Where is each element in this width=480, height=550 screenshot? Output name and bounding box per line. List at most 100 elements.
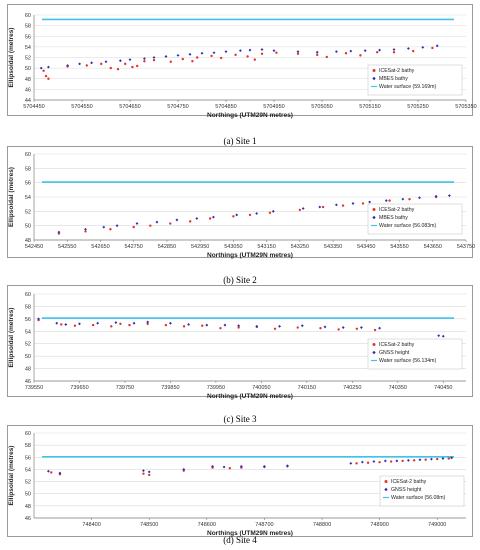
x-tick-label: 543050 xyxy=(224,244,242,250)
x-tick-label: 5704650 xyxy=(119,104,140,110)
y-tick-label: 50 xyxy=(25,224,31,230)
reference-point xyxy=(255,324,259,328)
y-tick-label: 50 xyxy=(25,66,31,72)
y-tick-label: 58 xyxy=(25,24,31,30)
icesat-point xyxy=(341,204,345,207)
reference-point xyxy=(363,49,367,52)
icesat-point xyxy=(388,199,391,202)
reference-point xyxy=(378,48,381,52)
reference-point xyxy=(114,321,118,324)
reference-point xyxy=(392,48,396,51)
icesat-point xyxy=(128,323,131,327)
icesat-point xyxy=(181,57,184,61)
legend-marker-reference xyxy=(372,215,376,220)
reference-point xyxy=(401,197,405,201)
icesat-point xyxy=(298,208,302,212)
icesat-point xyxy=(169,222,172,225)
x-tick-label: 5704550 xyxy=(71,104,92,110)
legend-label: MBES bathy xyxy=(379,215,408,221)
reference-point xyxy=(384,199,388,202)
icesat-point xyxy=(355,462,358,465)
legend-box xyxy=(367,203,463,235)
chart-1: 44 46 48 50 52 54 56 58 60 5704450 5704550 5704650 5… xyxy=(8,13,477,119)
reference-point xyxy=(135,222,139,225)
icesat-point xyxy=(389,460,393,463)
icesat-point xyxy=(319,326,322,330)
x-tick-label: 739950 xyxy=(207,385,225,391)
reference-point xyxy=(286,464,289,468)
reference-point xyxy=(315,50,319,54)
legend: ICESat-2 bathy GNSS height Water surface (… xyxy=(379,475,465,507)
reference-point xyxy=(441,457,445,460)
legend-box xyxy=(367,338,463,370)
x-axis-label: Northings (UTM29N metres) xyxy=(207,393,293,400)
x-tick-label: 5704750 xyxy=(167,104,188,110)
reference-point xyxy=(152,56,156,59)
reference-point xyxy=(447,194,451,197)
icesat-point xyxy=(355,327,359,330)
reference-point xyxy=(78,322,81,326)
reference-point xyxy=(278,324,281,328)
reference-point xyxy=(55,321,59,325)
legend-marker-reference xyxy=(372,76,376,81)
reference-point xyxy=(237,324,241,328)
x-tick-label: 543750 xyxy=(457,244,475,250)
y-axis-label: Ellipsoidal (metres) xyxy=(8,167,15,227)
x-tick-label: 748400 xyxy=(82,522,100,528)
icesat-point xyxy=(401,459,404,463)
legend-marker-reference xyxy=(384,487,388,492)
x-tick-label: 5705250 xyxy=(407,104,428,110)
reference-point xyxy=(164,55,168,58)
reference-point xyxy=(143,57,146,60)
reference-point xyxy=(119,59,122,63)
icesat-point xyxy=(116,67,120,71)
icesat-point xyxy=(219,326,222,330)
reference-point xyxy=(66,64,69,67)
reference-point xyxy=(407,47,410,50)
x-tick-label: 740450 xyxy=(434,385,452,391)
x-tick-label: 542450 xyxy=(25,244,43,250)
reference-point xyxy=(239,49,242,52)
icesat-point xyxy=(100,62,103,66)
reference-point xyxy=(187,323,191,326)
x-tick-label: 542850 xyxy=(158,244,176,250)
icesat-point xyxy=(412,459,416,462)
x-tick-label: 542950 xyxy=(191,244,209,250)
legend-label: ICESat-2 bathy xyxy=(391,479,427,485)
reference-point xyxy=(175,218,179,222)
y-tick-label: 56 xyxy=(25,34,31,40)
reference-point xyxy=(421,46,425,49)
icesat-point xyxy=(248,213,252,217)
y-tick-label: 60 xyxy=(25,152,31,158)
y-tick-label: 60 xyxy=(25,13,31,19)
reference-point xyxy=(212,215,215,219)
reference-point xyxy=(58,471,62,475)
x-tick-label: 543450 xyxy=(357,244,375,250)
icesat-point xyxy=(412,49,415,53)
icesat-point xyxy=(210,54,213,58)
icesat-point xyxy=(316,53,319,57)
chart-caption-4: (d) Site 4 xyxy=(223,535,257,545)
icesat-point xyxy=(253,58,256,61)
icesat-point xyxy=(50,471,53,474)
reference-point xyxy=(360,460,364,464)
y-tick-label: 44 xyxy=(25,98,31,104)
y-axis-label: Ellipsoidal (metres) xyxy=(8,28,15,88)
icesat-point xyxy=(164,323,168,327)
reference-point xyxy=(84,227,87,231)
reference-point xyxy=(176,53,180,57)
icesat-point xyxy=(392,50,396,54)
icesat-point xyxy=(376,50,379,54)
icesat-point xyxy=(136,64,139,68)
reference-point xyxy=(37,317,40,321)
icesat-point xyxy=(361,202,365,205)
reference-point xyxy=(223,323,227,327)
reference-point xyxy=(90,61,93,65)
reference-point xyxy=(142,469,145,473)
y-tick-label: 56 xyxy=(25,455,31,461)
y-tick-label: 54 xyxy=(25,467,31,473)
reference-point xyxy=(64,323,68,326)
reference-point xyxy=(323,325,327,329)
x-axis-label: Northings (UTM29N metres) xyxy=(207,112,293,119)
